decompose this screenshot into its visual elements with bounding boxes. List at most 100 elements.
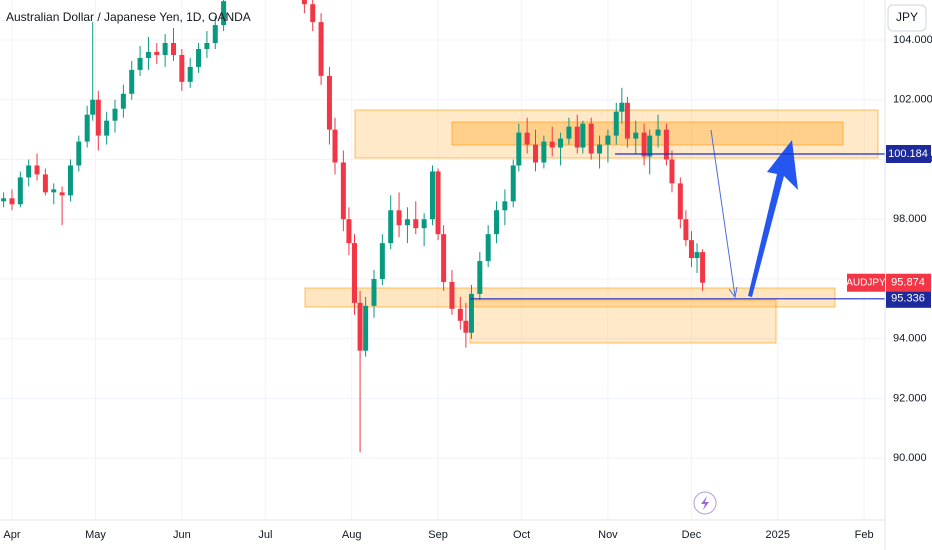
x-tick-label: Jul [258,529,272,541]
candle-body [34,165,40,175]
candle-body [502,201,508,211]
candle-body [404,219,410,226]
x-tick-label: Jun [173,529,191,541]
symbol-tag [847,273,885,292]
candle-body [457,308,463,321]
price-line-label: 100.184 [888,148,928,160]
candle-body [633,132,639,139]
candle-body [145,51,151,58]
candle-body [677,183,683,220]
x-tick-label: 2025 [766,529,790,541]
support-zone [304,287,836,308]
candle-body [449,281,455,309]
price-line-tag [886,144,931,163]
candle-body [196,48,202,67]
symbol-label: AUDJPY [846,277,886,288]
candle-body [67,165,73,196]
candle-body [388,210,394,244]
last-price-tag [886,273,931,292]
candle-body [463,320,469,333]
candle-body [129,69,135,94]
candle-body [51,189,57,193]
candle-body [363,305,369,351]
candle-body [301,0,307,5]
y-tick-label: 94.000 [893,333,927,345]
candle-body [549,141,555,148]
candle-body [663,129,669,160]
candle-body [421,219,427,229]
candle-body [310,4,316,23]
x-tick-label: Sep [428,529,448,541]
candle-body [162,43,168,55]
candle-body [204,43,210,49]
candle-body [588,123,594,154]
candle-body [494,210,500,235]
candle-body [613,111,619,136]
y-tick-label: 104.000 [893,34,932,46]
candle-body [558,138,564,148]
currency-label[interactable]: JPY [896,10,918,24]
support-zone-lower [469,299,777,344]
candle-body [396,210,402,226]
candle-body [84,114,90,142]
path-arrow [710,129,736,297]
axes: 90.00092.00094.00096.00098.000100.000102… [3,34,932,541]
candle-body [154,51,160,55]
candle-body [332,129,338,163]
candle-body [566,126,572,139]
x-tick-label: Apr [3,529,20,541]
candle-body [318,22,324,76]
candle-body [574,126,580,148]
y-tick-label: 90.000 [893,452,927,464]
candle-body [688,240,694,259]
candle-body [112,108,118,121]
candle-body [221,1,227,26]
x-tick-label: Oct [513,529,530,541]
candle-body [42,174,48,193]
candle-body [137,57,143,70]
candle-body [17,177,23,205]
candle-body [212,25,218,44]
candle-body [683,219,689,241]
candle-body [95,99,101,136]
candle-body [580,123,586,148]
candle-body [700,252,706,283]
candle-body [694,252,700,259]
candle-body [429,171,435,220]
candle-body [669,159,675,184]
candle-body [326,75,332,130]
price-line-label: 95.336 [891,293,925,305]
candle-body [357,302,363,351]
candle-body [413,219,419,229]
x-tick-label: Feb [855,529,874,541]
candle-body [76,141,82,166]
candle-body [340,162,346,220]
candle-body [597,144,603,154]
candle-body [647,135,653,157]
price-line-tag [886,289,931,308]
candle-body [179,54,185,82]
candle-body [655,129,661,136]
y-tick-label: 102.000 [893,94,932,106]
candle-body [541,141,547,163]
x-tick-label: May [85,529,106,541]
currency-button[interactable] [887,4,927,32]
candle-body [510,165,516,202]
candle-body [641,132,647,157]
candle-body [59,192,65,196]
y-tick-label: 92.000 [893,392,927,404]
candle-body [516,132,522,166]
candle-body [435,171,441,235]
overlay [470,129,885,300]
candle-body [104,120,110,136]
candle-body [468,293,474,333]
candle-body [477,261,483,294]
x-tick-label: Dec [682,529,702,541]
candle-body [371,278,377,306]
candle-body [379,243,385,279]
candle-body [90,99,96,115]
candle-body [533,144,539,163]
candles [1,0,706,453]
